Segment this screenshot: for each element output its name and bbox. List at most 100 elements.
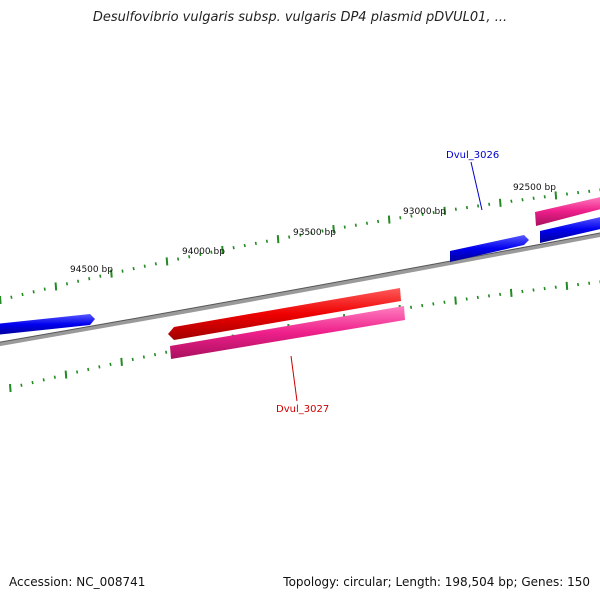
gene-forward-dvul3026[interactable] [450,235,529,262]
minor-tick [76,279,80,283]
minor-tick [131,357,134,362]
minor-tick [421,212,424,216]
major-tick [387,215,391,224]
minor-tick [42,378,45,382]
minor-tick [376,219,380,224]
minor-tick [310,231,313,235]
position-label: 94500 bp [70,265,113,275]
minor-tick [243,243,246,248]
minor-tick [543,286,546,291]
minor-tick [199,252,202,257]
minor-tick [10,295,13,299]
minor-tick [176,257,180,261]
minor-tick [576,190,580,195]
minor-tick [532,196,535,200]
minor-tick [432,210,435,215]
minor-tick [499,292,502,297]
minor-tick [443,300,446,304]
major-tick [54,282,58,291]
minor-tick [543,195,546,199]
minor-tick [488,202,491,206]
major-tick [554,191,558,200]
minor-tick [98,365,101,369]
minor-tick [43,287,46,291]
position-label: 93000 bp [403,207,446,217]
minor-tick [165,350,168,354]
minor-tick [188,255,191,259]
minor-tick [565,192,569,196]
gene-label-dvul3026[interactable]: Dvul_3026 [446,150,499,161]
major-tick [221,245,224,255]
outer-tick-ring [0,188,600,305]
minor-tick [210,250,213,254]
minor-tick [265,239,269,243]
gene-label-dvul3027[interactable]: Dvul_3027 [276,404,329,415]
minor-tick [53,375,56,379]
minor-tick [354,223,357,227]
reverse-genes [168,288,401,340]
topology-summary: Topology: circular; Length: 198,504 bp; … [283,575,590,589]
major-tick [0,295,2,305]
gene-forward-right[interactable] [540,216,600,243]
minor-tick [588,281,591,285]
minor-tick [409,305,413,309]
cds-features [170,196,600,359]
major-tick [9,383,12,393]
minor-tick [532,288,535,292]
minor-tick [476,204,480,208]
backbone [0,232,600,347]
minor-tick [109,362,112,367]
minor-tick [576,282,580,287]
accession-text: Accession: NC_008741 [9,575,146,589]
minor-tick [554,285,557,289]
minor-tick [254,241,257,246]
major-tick [443,206,447,215]
major-tick [120,357,123,366]
minor-tick [476,295,479,300]
minor-tick [465,297,468,301]
minor-tick [288,235,291,239]
position-label: 92500 bp [513,183,556,193]
minor-tick [87,367,90,372]
minor-tick [510,199,513,203]
major-tick [110,269,113,278]
minor-tick [343,225,346,229]
minor-tick [76,370,79,374]
minor-tick [432,302,435,306]
minor-tick [32,290,35,294]
minor-tick [321,229,324,233]
forward-genes [0,216,600,335]
major-tick [64,370,68,379]
major-tick [454,296,457,305]
minor-tick [232,246,235,250]
map-title: Desulfovibrio vulgaris subsp. vulgaris D… [92,10,508,25]
major-tick [499,198,502,207]
position-label: 94000 bp [182,247,225,257]
minor-tick [142,355,145,359]
cds-feature-right[interactable] [535,196,600,226]
minor-tick [88,276,91,281]
major-tick [332,224,335,234]
minor-tick [365,221,369,225]
minor-tick [121,269,124,273]
minor-tick [21,292,24,297]
minor-tick [99,274,102,278]
minor-tick [154,262,157,266]
gene-label-forward: Dvul_3026 [446,150,499,211]
minor-tick [143,264,146,268]
major-tick [565,281,569,290]
gene-reverse-dvul3027[interactable] [168,288,401,340]
minor-tick [153,352,157,357]
cds-feature-dvul3027[interactable] [170,306,405,359]
minor-tick [399,216,402,220]
minor-tick [299,233,302,237]
minor-tick [410,214,413,218]
minor-tick [465,205,469,210]
minor-tick [521,289,524,294]
minor-tick [65,282,69,286]
major-tick [165,257,169,266]
minor-tick [588,189,591,193]
gene-forward-left[interactable] [0,314,95,335]
